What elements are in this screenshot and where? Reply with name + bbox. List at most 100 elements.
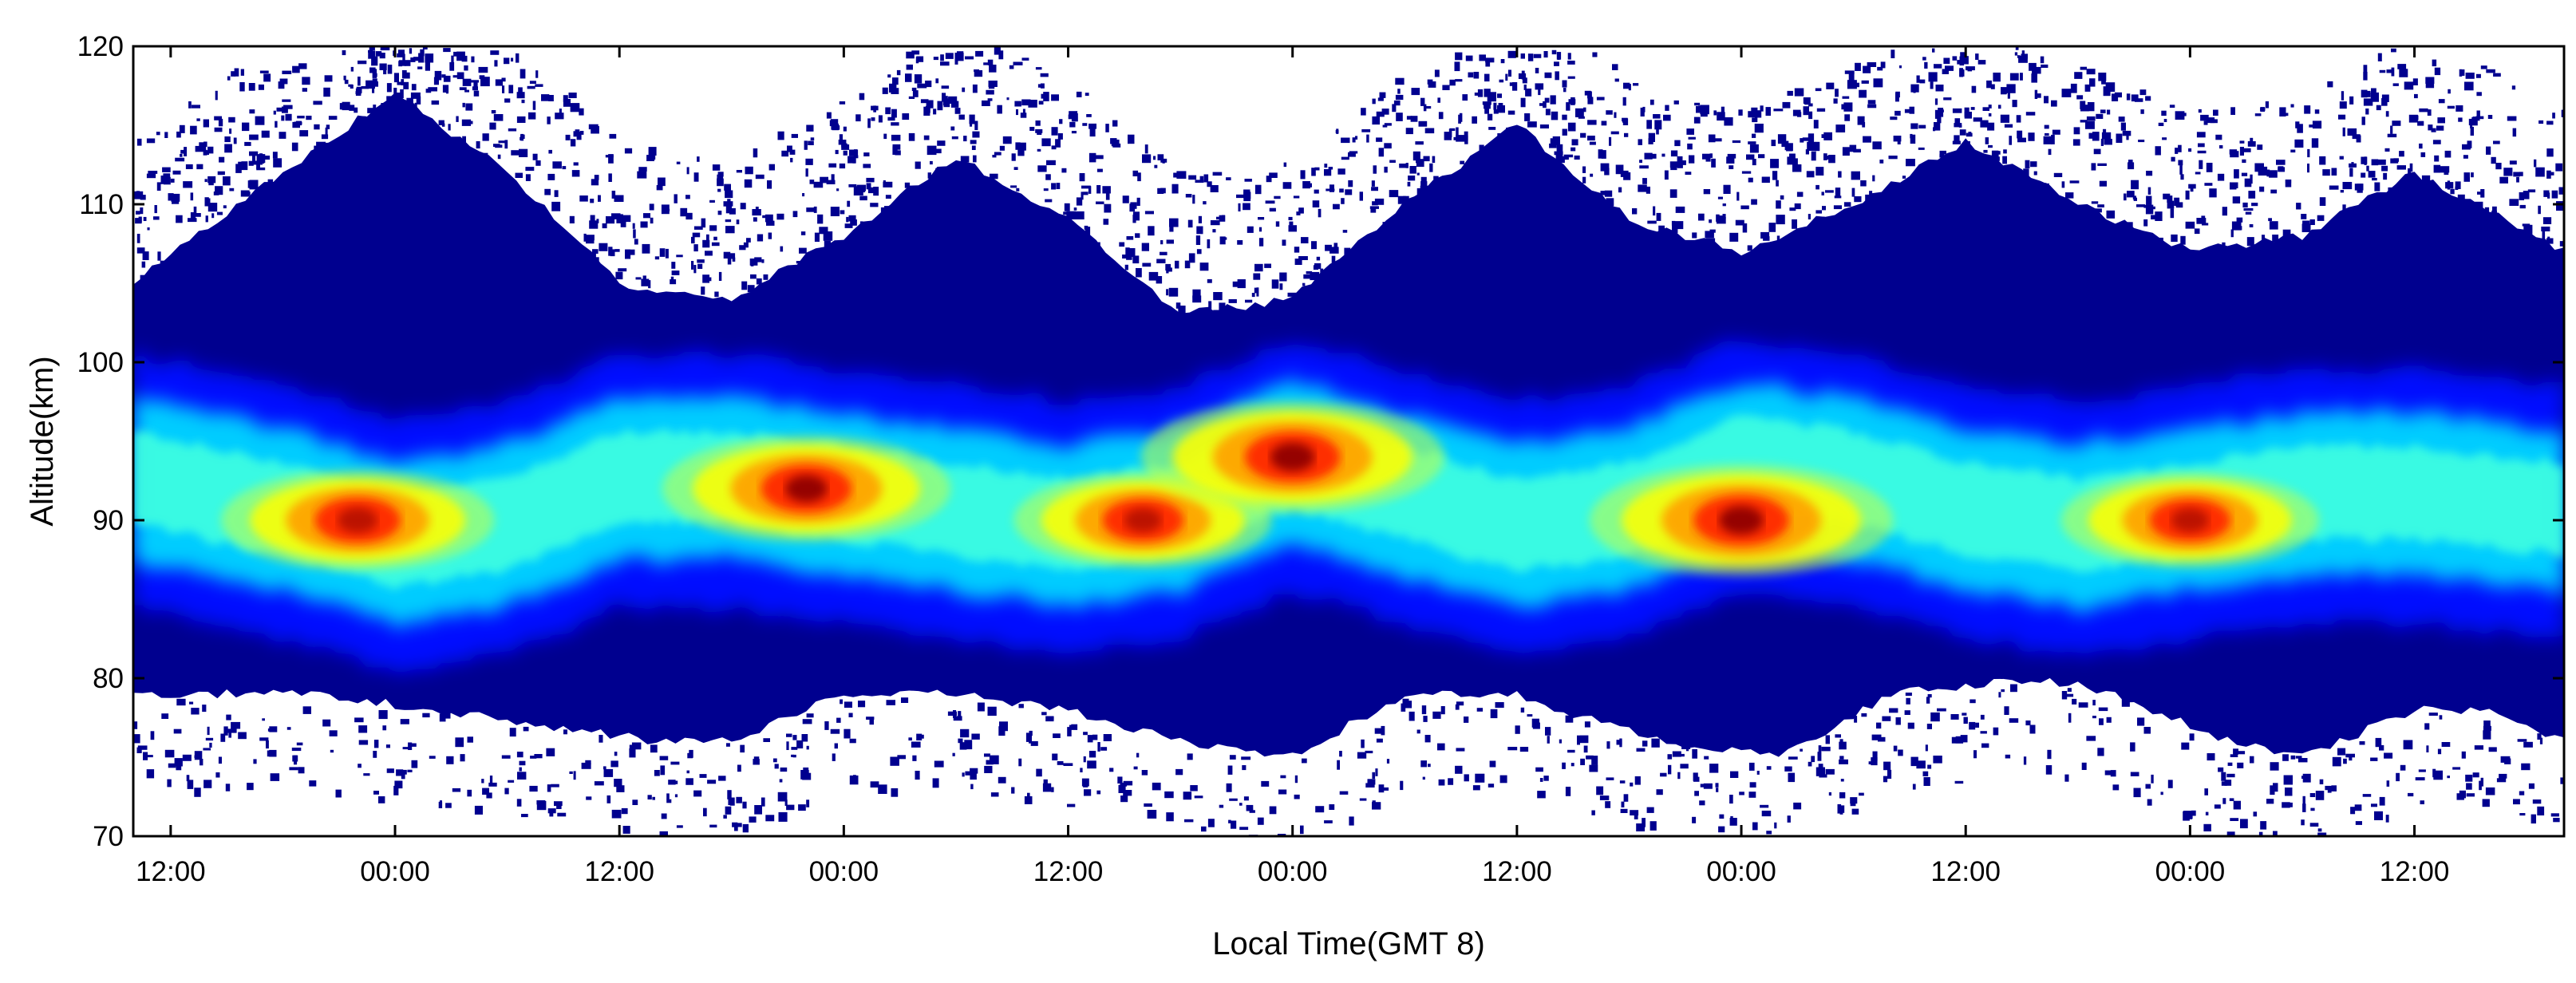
speckle-dot <box>569 215 575 223</box>
speckle-dot <box>231 71 236 77</box>
speckle-dot <box>2218 767 2224 772</box>
speckle-dot <box>2242 202 2248 207</box>
speckle-dot <box>532 101 536 110</box>
speckle-dot <box>801 734 808 742</box>
speckle-dot <box>2131 94 2139 102</box>
speckle-dot <box>1677 772 1681 780</box>
speckle-dot <box>1366 134 1369 143</box>
speckle-dot <box>256 161 260 169</box>
speckle-dot <box>1029 730 1033 736</box>
speckle-dot <box>915 161 921 169</box>
speckle-dot <box>1760 231 1770 239</box>
speckle-dot <box>1015 142 1021 150</box>
speckle-dot <box>161 713 169 719</box>
speckle-dot <box>1424 106 1432 109</box>
speckle-dot <box>273 110 276 115</box>
speckle-dot <box>2092 700 2096 706</box>
speckle-dot <box>2362 794 2372 797</box>
speckle-dot <box>1586 755 1594 760</box>
speckle-dot <box>723 251 731 259</box>
speckle-dot <box>1371 187 1378 191</box>
speckle-dot <box>1212 172 1223 176</box>
speckle-dot <box>247 783 254 791</box>
speckle-dot <box>1014 101 1021 107</box>
speckle-dot <box>2183 113 2187 116</box>
speckle-dot <box>1689 155 1695 164</box>
speckle-dot <box>908 737 912 741</box>
y-tick-label: 120 <box>77 31 124 62</box>
speckle-dot <box>863 164 871 168</box>
speckle-dot <box>670 761 680 765</box>
speckle-dot <box>2472 772 2479 778</box>
speckle-dot <box>1081 778 1089 787</box>
speckle-dot <box>2290 149 2296 153</box>
speckle-dot <box>1420 176 1427 184</box>
speckle-dot <box>2385 111 2389 117</box>
speckle-dot <box>1687 143 1693 150</box>
speckle-dot <box>2471 172 2474 178</box>
speckle-dot <box>1160 240 1164 245</box>
speckle-dot <box>2496 778 2507 783</box>
speckle-dot <box>723 815 727 819</box>
speckle-dot <box>2230 107 2235 115</box>
speckle-dot <box>2160 792 2163 795</box>
speckle-dot <box>706 277 712 282</box>
speckle-dot <box>1973 750 1977 759</box>
speckle-dot <box>404 60 411 66</box>
speckle-dot <box>2528 783 2535 789</box>
speckle-dot <box>481 779 484 784</box>
speckle-dot <box>1537 791 1546 799</box>
speckle-dot <box>509 728 516 737</box>
speckle-dot <box>1016 188 1020 191</box>
speckle-dot <box>1765 107 1771 116</box>
speckle-dot <box>699 774 707 778</box>
speckle-dot <box>196 118 200 121</box>
speckle-dot <box>725 806 732 815</box>
density-maximum <box>1124 507 1163 533</box>
speckle-dot <box>2379 796 2385 806</box>
speckle-dot <box>2189 733 2195 741</box>
speckle-dot <box>2547 192 2550 199</box>
speckle-dot <box>2196 132 2206 138</box>
speckle-dot <box>1667 754 1673 760</box>
speckle-dot <box>1977 60 1986 65</box>
speckle-dot <box>1395 94 1404 101</box>
speckle-dot <box>2072 698 2077 705</box>
speckle-dot <box>867 187 875 194</box>
speckle-dot <box>1545 109 1551 116</box>
speckle-dot <box>1935 85 1944 92</box>
speckle-dot <box>2476 92 2482 97</box>
speckle-dot <box>1863 136 1871 143</box>
speckle-dot <box>397 81 403 85</box>
speckle-dot <box>998 776 1006 784</box>
speckle-dot <box>1051 127 1058 136</box>
speckle-dot <box>603 768 614 777</box>
speckle-dot <box>2052 129 2060 135</box>
speckle-dot <box>925 105 930 113</box>
speckle-dot <box>2188 184 2196 189</box>
speckle-dot <box>1475 773 1485 783</box>
speckle-dot <box>547 116 551 124</box>
speckle-dot <box>2485 787 2495 795</box>
speckle-dot <box>1428 764 1431 768</box>
speckle-dot <box>765 815 775 822</box>
speckle-dot <box>272 152 278 159</box>
speckle-dot <box>643 213 650 219</box>
speckle-dot <box>2113 97 2118 101</box>
speckle-dot <box>1839 741 1847 750</box>
speckle-dot <box>703 807 707 817</box>
speckle-dot <box>323 87 330 97</box>
speckle-dot <box>649 203 654 211</box>
speckle-dot <box>214 127 223 132</box>
speckle-dot <box>1675 206 1685 213</box>
speckle-dot <box>238 732 247 740</box>
speckle-dot <box>2433 164 2441 173</box>
speckle-dot <box>1760 804 1769 808</box>
speckle-dot <box>1166 268 1169 274</box>
speckle-dot <box>1748 177 1753 183</box>
speckle-dot <box>2372 178 2377 181</box>
speckle-dot <box>1606 741 1610 749</box>
speckle-dot <box>1479 144 1484 151</box>
speckle-dot <box>1781 140 1789 148</box>
speckle-dot <box>1524 113 1531 121</box>
